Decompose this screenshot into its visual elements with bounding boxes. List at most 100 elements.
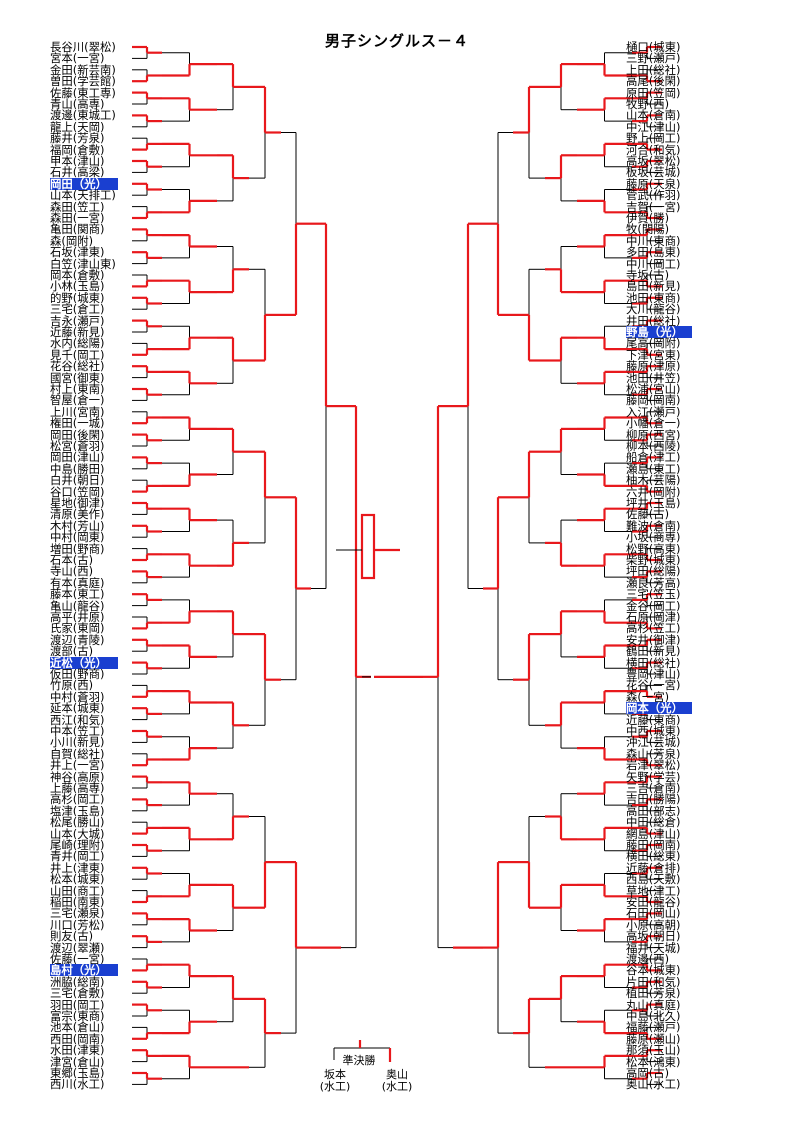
left-player: 石井(高梁) xyxy=(50,166,105,179)
right-player: 中江(津山) xyxy=(626,120,681,133)
right-player: 藤原(天泉) xyxy=(626,177,681,190)
left-player: 見千(岡工) xyxy=(50,348,105,361)
semifinal-label: 準決勝 xyxy=(342,1054,376,1067)
left-player: 智屋(倉一) xyxy=(50,394,105,407)
left-player: 延本(城東) xyxy=(50,702,105,715)
left-player: 的野(城東) xyxy=(50,291,105,304)
right-player: 中川(東商) xyxy=(626,234,681,247)
right-player: 網島(津山) xyxy=(626,827,681,840)
left-player: 森田(一宮) xyxy=(50,212,105,224)
left-player: 井上(一宮) xyxy=(50,759,105,772)
right-player: 石原(岡津) xyxy=(626,611,681,623)
left-player: 松尾(勝山) xyxy=(50,816,105,829)
left-player: 松本(城東) xyxy=(50,873,105,886)
left-player: 谷口(笠岡) xyxy=(50,485,105,498)
right-player: 大川(龍谷) xyxy=(626,303,681,316)
right-player: 横田(総東) xyxy=(626,850,681,863)
left-player: 佐藤(東工専) xyxy=(50,86,116,99)
left-player: 龍上(天岡) xyxy=(50,120,105,133)
left-player: 洲脇(総南) xyxy=(50,975,105,988)
right-player: 福井(天城) xyxy=(626,941,681,954)
right-player: 植田(芳泉) xyxy=(626,987,681,1000)
right-player: 柳原(西宮) xyxy=(626,428,681,441)
left-player: 上藤(高専) xyxy=(50,782,105,794)
right-player: 牧野(西) xyxy=(626,98,670,110)
right-player: 片田(和気) xyxy=(626,975,681,988)
left-player: 寺山(西) xyxy=(50,565,94,578)
right-player: 安田(龍谷) xyxy=(626,896,681,908)
left-player: 佐藤(一宮) xyxy=(50,953,105,965)
left-player: 塩津(玉島) xyxy=(50,804,105,817)
left-player: 吉永(瀬戸) xyxy=(50,314,105,327)
right-player: 井田(総社) xyxy=(626,314,681,327)
left-player: 則友(古) xyxy=(50,930,94,943)
right-player: 石田(岡山) xyxy=(626,907,681,920)
left-player: 森田(笠工) xyxy=(50,200,105,213)
right-player: 入江(瀬戸) xyxy=(626,405,681,418)
semifinal-right-school: (水工) xyxy=(381,1080,413,1093)
left-player: 津宮(倉山) xyxy=(50,1055,105,1068)
right-player: 高岡(古) xyxy=(626,1067,670,1079)
right-player: 小原(高朝) xyxy=(626,918,681,931)
right-player: 野上(岡工) xyxy=(626,132,681,145)
right-player: 牧(関陽) xyxy=(626,223,670,236)
left-player: 三宅(倉敷) xyxy=(50,987,105,1000)
right-player: 尾高(岡附) xyxy=(626,337,681,350)
right-player: 六井(岡附) xyxy=(626,485,681,498)
right-player: 池田(東商) xyxy=(626,291,681,304)
right-player: 寺坂(古) xyxy=(626,269,670,281)
right-player: 藤田(岡南) xyxy=(626,839,681,851)
left-player: 三宅(瀬泉) xyxy=(50,907,105,920)
left-player: 有本(真庭) xyxy=(50,576,105,589)
right-player: 吉賀(一宮) xyxy=(626,200,681,213)
left-player: 石坂(津東) xyxy=(50,246,105,259)
right-player: 小幡(倉一) xyxy=(626,417,681,430)
right-player: 高坂(翠松) xyxy=(626,155,681,167)
right-player: 吉田(勝陽) xyxy=(626,793,681,806)
right-player: 沖江(芸城) xyxy=(626,736,681,749)
left-player: 亀田(関商) xyxy=(50,223,105,236)
left-player: 金田(新芸南) xyxy=(50,63,116,76)
left-player: 高平(井原) xyxy=(50,611,105,623)
right-player: 松野(高東) xyxy=(626,542,681,555)
left-player: 曽田(学芸館) xyxy=(50,75,116,88)
left-player: 近松（光） xyxy=(50,656,118,669)
right-player: 三吉(倉南) xyxy=(626,782,681,794)
left-player: 水田(津東) xyxy=(50,1044,105,1057)
left-player: 上川(宮南) xyxy=(50,405,105,418)
right-player: 柴野(城東) xyxy=(626,554,681,566)
left-player: 仮田(野商) xyxy=(50,668,105,680)
left-player: 森(岡附) xyxy=(50,234,94,247)
left-player: 近藤(新見) xyxy=(50,326,105,338)
right-player: 中川(岡工) xyxy=(626,257,681,270)
right-player: 菅武(作羽) xyxy=(626,189,681,202)
left-player: 高杉(岡工) xyxy=(50,793,105,806)
right-player: 山本(倉南) xyxy=(626,109,681,122)
right-player: 池田(井笠) xyxy=(626,371,681,384)
right-player: 高坂(朝日) xyxy=(626,930,681,943)
left-player: 渡邊(東城工) xyxy=(50,109,116,122)
left-player: 青山(高専) xyxy=(50,98,105,110)
right-player: 下津(宮東) xyxy=(626,348,681,361)
left-player: 花谷(総社) xyxy=(50,360,105,373)
right-player: 谷本(城東) xyxy=(626,964,681,977)
right-player: 高尾(後閑) xyxy=(626,75,681,88)
left-player: 長谷川(翠松) xyxy=(50,41,116,53)
right-player: 丸山(真庭) xyxy=(626,998,681,1011)
semifinal-right-name: 奥山 xyxy=(386,1068,408,1081)
left-player: 山本(大城) xyxy=(50,827,105,840)
right-player: 河合(和気) xyxy=(626,143,681,156)
right-player: 坪井(玉島) xyxy=(626,497,681,509)
right-player: 中島(北久) xyxy=(626,1010,681,1022)
right-player: 板坂(芸城) xyxy=(626,166,681,179)
right-player: 横田(総社) xyxy=(626,656,681,669)
left-player: 中村(岡東) xyxy=(50,531,105,544)
left-player: 水内(総陽) xyxy=(50,337,105,350)
left-player: 神谷(高原) xyxy=(50,770,105,783)
right-player: 安井(御津) xyxy=(626,633,681,646)
left-player: 木村(芳山) xyxy=(50,519,105,532)
left-player: 西田(岡南) xyxy=(50,1032,105,1045)
left-player: 清原(美作) xyxy=(50,508,105,521)
left-player: 白笠(津山東) xyxy=(50,257,116,270)
left-player: 宮本(一宮) xyxy=(50,52,105,65)
